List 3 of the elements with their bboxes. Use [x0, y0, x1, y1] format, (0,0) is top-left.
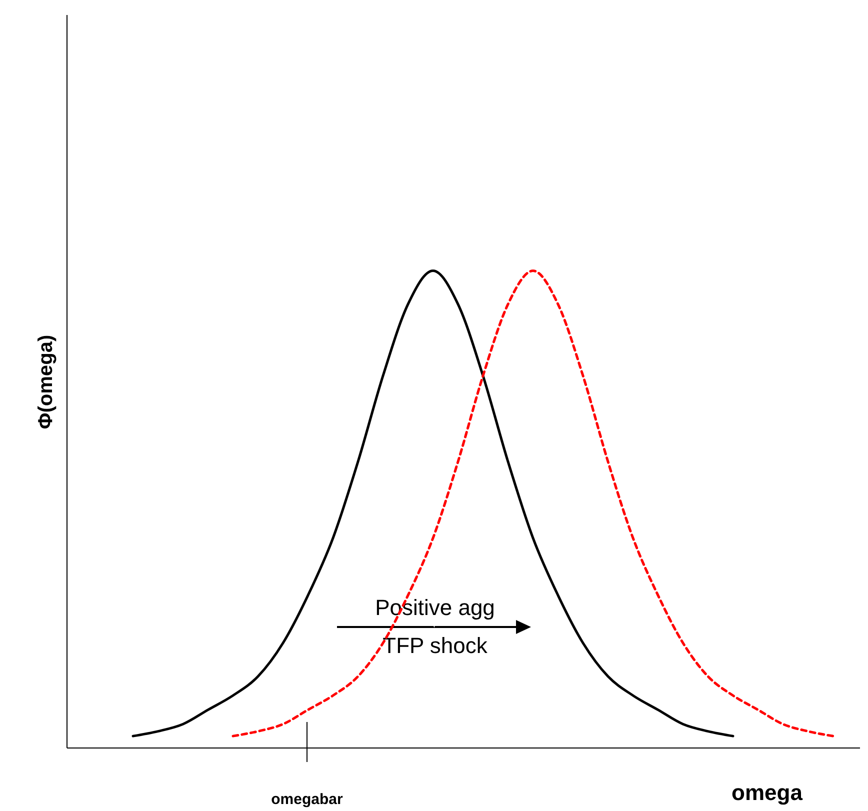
x-axis-title: omega: [732, 780, 804, 805]
y-axis-title: Φ(omega): [35, 334, 57, 430]
text: omegabar: [271, 791, 343, 808]
